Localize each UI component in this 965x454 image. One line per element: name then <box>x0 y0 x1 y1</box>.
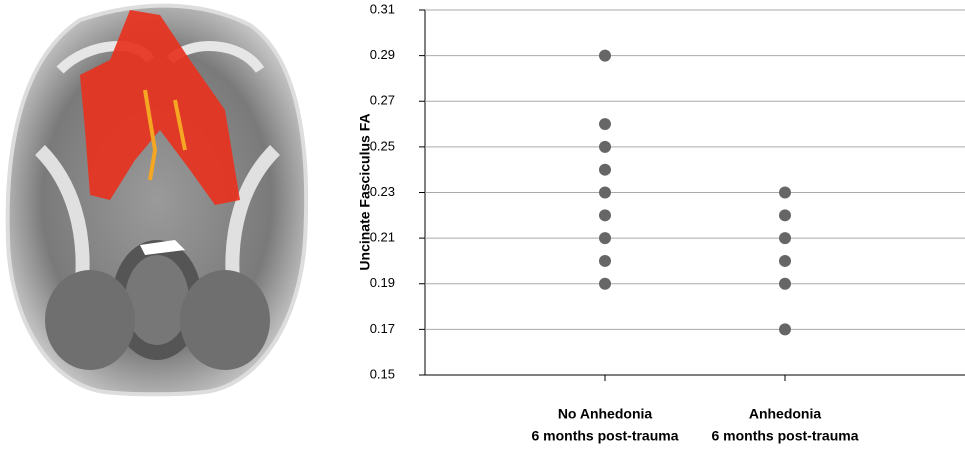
dot <box>779 255 791 267</box>
dot <box>599 187 611 199</box>
y-tick-label: 0.15 <box>370 366 395 381</box>
y-tick-label: 0.23 <box>370 184 395 199</box>
dot <box>599 50 611 62</box>
y-tick-label: 0.21 <box>370 230 395 245</box>
dot <box>599 232 611 244</box>
y-tick-label: 0.31 <box>370 1 395 16</box>
dot <box>599 164 611 176</box>
dot <box>779 278 791 290</box>
x-tick-label: 6 months post-trauma <box>531 428 678 444</box>
y-tick-label: 0.29 <box>370 47 395 62</box>
page: {"chart_data": {"type": "strip", "y_labe… <box>0 0 965 454</box>
dot <box>779 187 791 199</box>
x-tick-label: Anhedonia <box>749 406 822 422</box>
y-tick-label: 0.27 <box>370 93 395 108</box>
dot <box>599 141 611 153</box>
dot <box>779 232 791 244</box>
dot <box>779 323 791 335</box>
dot <box>599 255 611 267</box>
dot <box>599 209 611 221</box>
x-tick-label: No Anhedonia <box>558 406 653 422</box>
y-tick-label: 0.25 <box>370 138 395 153</box>
x-tick-label: 6 months post-trauma <box>711 428 858 444</box>
dot <box>599 278 611 290</box>
dot <box>779 209 791 221</box>
figure: Uncinate Fasciculus FA 0.150.170.190.210… <box>0 0 965 454</box>
dot <box>599 118 611 130</box>
y-tick-label: 0.17 <box>370 321 395 336</box>
y-tick-label: 0.19 <box>370 275 395 290</box>
brain-image <box>8 6 307 395</box>
